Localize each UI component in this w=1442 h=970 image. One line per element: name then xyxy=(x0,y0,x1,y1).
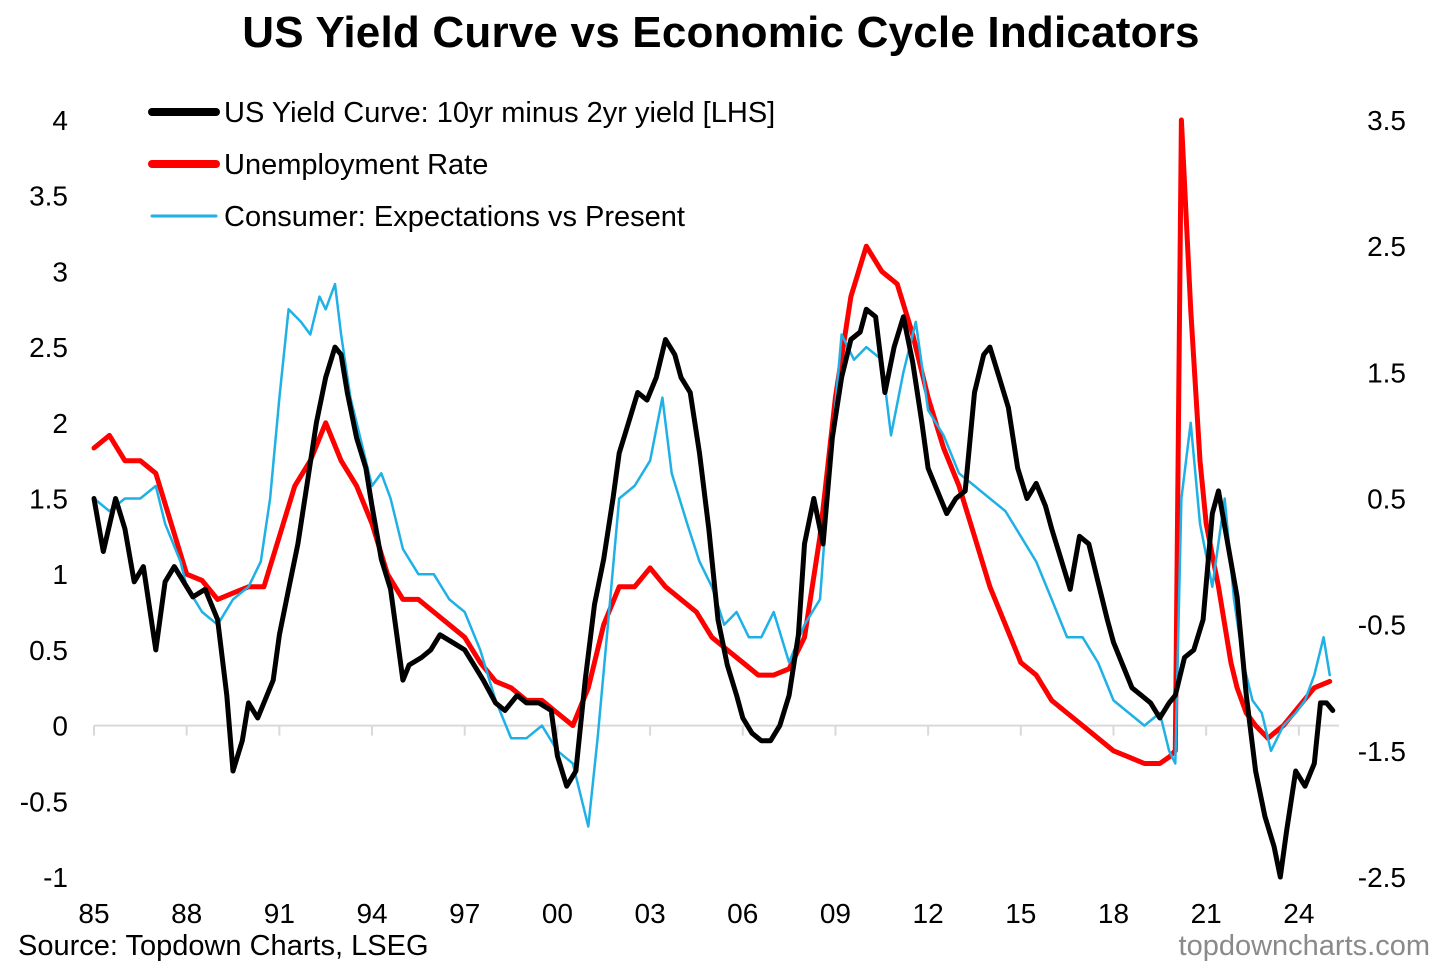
legend-unemployment-rate: Unemployment Rate xyxy=(148,149,488,181)
x-tick-label: 88 xyxy=(171,898,202,929)
right-axis-tick-label: 0.5 xyxy=(1367,484,1406,515)
right-axis-tick-label: 1.5 xyxy=(1367,357,1406,388)
legend-yield-curve: US Yield Curve: 10yr minus 2yr yield [LH… xyxy=(148,97,775,129)
right-axis-tick-label: -2.5 xyxy=(1358,862,1406,893)
left-axis-tick-label: 1.5 xyxy=(29,484,68,515)
x-tick-label: 12 xyxy=(913,898,944,929)
legend-label: Consumer: Expectations vs Present xyxy=(224,201,685,233)
x-axis-labels: 85 88 91 94 97 00 03 06 09 12 15 18 21 24 xyxy=(78,898,1314,929)
right-axis-tick-label: 3.5 xyxy=(1367,105,1406,136)
x-tick-label: 94 xyxy=(356,898,387,929)
left-axis-labels: -1 -0.5 0 0.5 1 1.5 2 2.5 3 3.5 4 xyxy=(20,105,68,893)
left-axis-tick-label: 2.5 xyxy=(29,332,68,363)
left-axis-tick-label: 1 xyxy=(52,559,68,590)
x-tick-label: 24 xyxy=(1283,898,1314,929)
x-tick-label: 15 xyxy=(1005,898,1036,929)
source-note: Source: Topdown Charts, LSEG xyxy=(18,930,429,962)
x-tick-label: 18 xyxy=(1098,898,1129,929)
left-axis-tick-label: 0 xyxy=(52,711,68,742)
right-axis-tick-label: 2.5 xyxy=(1367,231,1406,262)
left-axis-tick-label: 3.5 xyxy=(29,181,68,212)
left-axis-tick-label: 4 xyxy=(52,105,68,136)
left-axis-tick-label: 0.5 xyxy=(29,635,68,666)
yield-curve-line xyxy=(91,306,1336,880)
x-tick-label: 97 xyxy=(449,898,480,929)
brand-watermark: topdowncharts.com xyxy=(1178,930,1430,962)
series-layer xyxy=(91,117,1336,880)
left-axis-tick-label: -0.5 xyxy=(20,786,68,817)
x-tick-label: 06 xyxy=(727,898,758,929)
left-axis-tick-label: 3 xyxy=(52,256,68,287)
legend-consumer-expectations: Consumer: Expectations vs Present xyxy=(150,201,685,233)
chart-title: US Yield Curve vs Economic Cycle Indicat… xyxy=(242,8,1200,57)
x-tick-label: 91 xyxy=(264,898,295,929)
x-axis-ticks xyxy=(93,725,1300,736)
left-axis-tick-label: -1 xyxy=(43,862,68,893)
legend: US Yield Curve: 10yr minus 2yr yield [LH… xyxy=(148,97,775,233)
legend-label: Unemployment Rate xyxy=(224,149,488,181)
x-tick-label: 03 xyxy=(635,898,666,929)
legend-label: US Yield Curve: 10yr minus 2yr yield [LH… xyxy=(224,97,775,129)
x-tick-label: 21 xyxy=(1191,898,1222,929)
right-axis-tick-label: -0.5 xyxy=(1358,610,1406,641)
x-tick-label: 85 xyxy=(78,898,109,929)
right-axis-labels: -2.5 -1.5 -0.5 0.5 1.5 2.5 3.5 xyxy=(1358,105,1406,893)
x-tick-label: 09 xyxy=(820,898,851,929)
right-axis-tick-label: -1.5 xyxy=(1358,736,1406,767)
left-axis-tick-label: 2 xyxy=(52,408,68,439)
x-tick-label: 00 xyxy=(542,898,573,929)
